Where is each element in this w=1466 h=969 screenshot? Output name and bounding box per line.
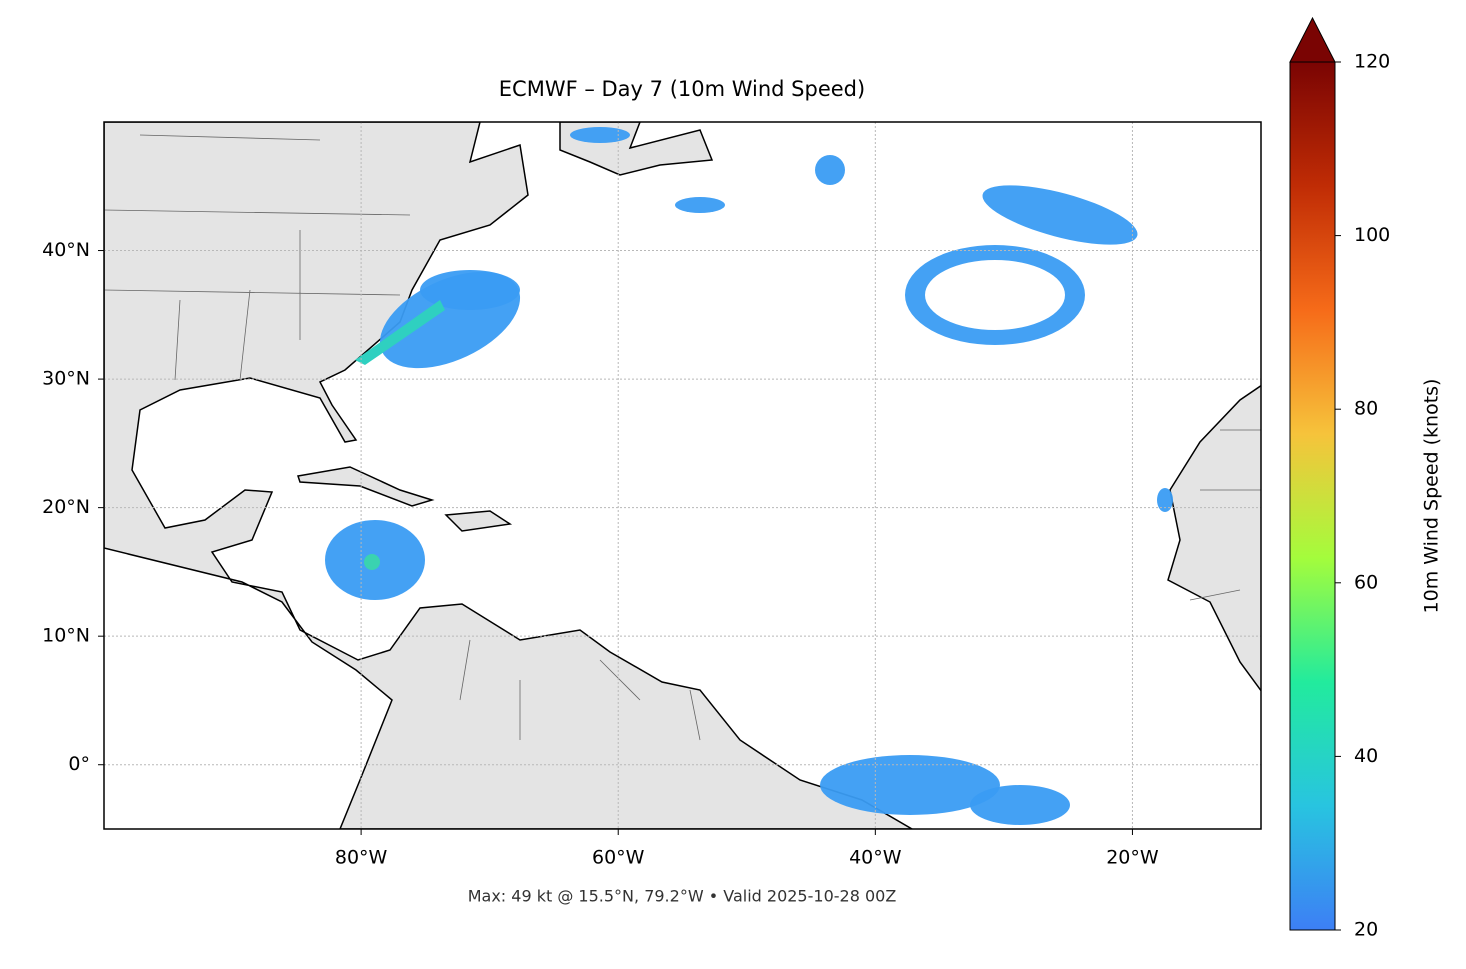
colorbar-tick-label: 100 xyxy=(1354,224,1390,246)
colorbar-tick-label: 60 xyxy=(1354,571,1378,593)
borders xyxy=(104,134,1261,741)
x-tick-label: 60°W xyxy=(592,847,645,869)
footnote: Max: 49 kt @ 15.5°N, 79.2°W • Valid 2025… xyxy=(468,887,897,906)
colorbar: 20 40 60 80 100 120 xyxy=(1289,16,1390,941)
cuba xyxy=(297,466,435,507)
y-tick-label: 20°N xyxy=(42,496,90,518)
colorbar-extend xyxy=(1289,16,1336,63)
x-tick-label: 40°W xyxy=(849,847,902,869)
y-tick-label: 40°N xyxy=(42,239,90,261)
colorbar-tick-label: 120 xyxy=(1354,51,1390,73)
africa xyxy=(1167,384,1261,692)
y-tick-label: 10°N xyxy=(42,625,90,647)
map-frame xyxy=(103,121,1262,830)
wind-field xyxy=(325,127,1173,825)
colorbar-tick-label: 20 xyxy=(1354,919,1378,941)
chart-title: ECMWF – Day 7 (10m Wind Speed) xyxy=(499,77,865,101)
colorbar-tick-label: 80 xyxy=(1354,398,1378,420)
x-tick-label: 20°W xyxy=(1106,847,1159,869)
grid: 80°W 60°W 40°W 20°W 0° 10°N 20°N 30°N 40°N xyxy=(42,122,1261,869)
y-tick-label: 0° xyxy=(68,753,90,775)
colorbar-tick-label: 40 xyxy=(1354,745,1378,767)
map xyxy=(104,122,1261,829)
hispaniola xyxy=(444,510,513,532)
x-tick-label: 80°W xyxy=(335,847,388,869)
y-tick-label: 30°N xyxy=(42,368,90,390)
colorbar-label: 10m Wind Speed (knots) xyxy=(1421,379,1443,614)
colorbar-scale xyxy=(1289,61,1336,931)
